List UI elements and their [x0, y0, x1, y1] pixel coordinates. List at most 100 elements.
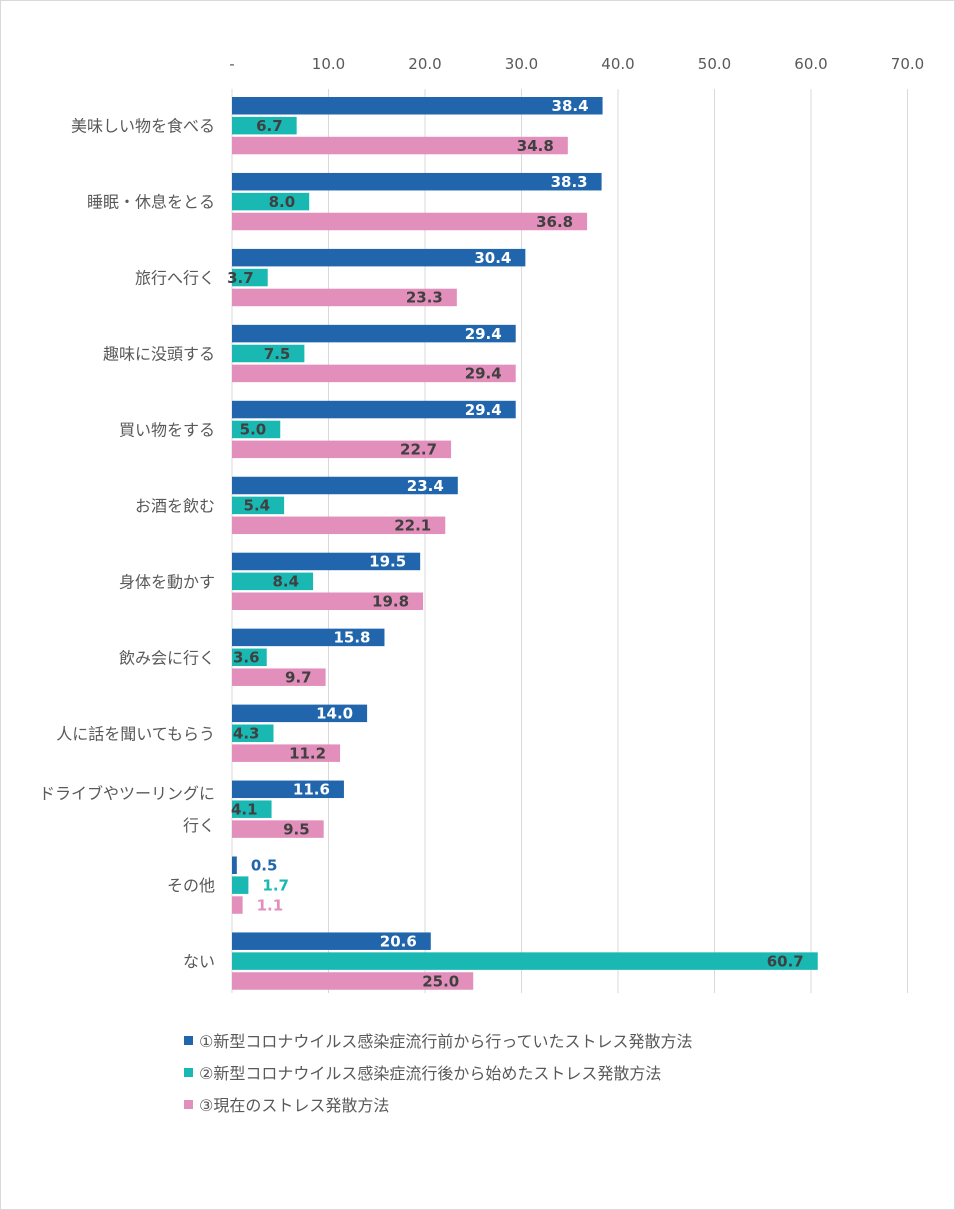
data-label: 22.1 — [394, 517, 431, 535]
legend-swatch — [184, 1036, 193, 1045]
bar — [232, 780, 344, 799]
bar — [232, 172, 602, 191]
category-label: ドライブやツーリングに — [39, 784, 215, 803]
category-label: 身体を動かす — [119, 572, 215, 591]
bar — [232, 324, 516, 343]
data-label: 9.5 — [283, 820, 310, 838]
bars — [232, 97, 818, 990]
data-label: 60.7 — [767, 952, 804, 970]
data-label: 25.0 — [422, 972, 459, 990]
bar — [232, 724, 274, 742]
data-label: 3.7 — [227, 269, 254, 287]
bar — [232, 440, 452, 459]
data-label: 3.6 — [233, 649, 260, 667]
bar — [232, 932, 431, 950]
x-tick-label: 50.0 — [698, 55, 731, 73]
data-label: 4.3 — [233, 725, 260, 743]
category-label: 旅行へ行く — [135, 269, 215, 288]
data-label: 23.3 — [406, 289, 443, 307]
data-label: 5.4 — [244, 497, 271, 515]
x-tick-label: 30.0 — [505, 55, 538, 73]
legend-label: ②新型コロナウイルス感染症流行後から始めたストレス発散方法 — [199, 1064, 661, 1083]
category-label: 人に話を聞いてもらう — [56, 724, 215, 743]
data-label: 8.4 — [272, 573, 299, 591]
data-label: 5.0 — [240, 421, 267, 439]
data-label: 11.6 — [293, 781, 330, 799]
category-label: 行く — [183, 816, 215, 835]
bar — [232, 496, 285, 515]
legend-swatch — [184, 1068, 193, 1077]
bar — [232, 592, 424, 610]
bar — [232, 268, 268, 287]
x-tick-label: 10.0 — [312, 55, 345, 73]
bar — [232, 516, 446, 535]
legend-swatch — [184, 1100, 193, 1109]
bar — [232, 344, 305, 363]
gridlines — [231, 89, 908, 993]
data-label: 29.4 — [465, 365, 502, 383]
bar — [232, 136, 568, 155]
data-label: 29.4 — [465, 401, 502, 419]
x-tick-label: 60.0 — [794, 55, 827, 73]
data-label: 23.4 — [407, 477, 444, 495]
bar — [232, 192, 310, 211]
category-label: 買い物をする — [119, 420, 215, 439]
data-label: 22.7 — [400, 441, 437, 459]
category-label: 飲み会に行く — [119, 648, 215, 667]
x-tick-label: - — [229, 55, 234, 73]
category-label: その他 — [167, 876, 215, 895]
bar — [232, 420, 281, 439]
data-label: 38.3 — [551, 173, 588, 191]
legend: ①新型コロナウイルス感染症流行前から行っていたストレス発散方法 ②新型コロナウイル… — [184, 1032, 693, 1115]
bar — [232, 97, 603, 115]
value-labels: 38.4 6.7 34.8 38.3 8.0 36.8 30.4 3.7 23.3 29.4 7.5… — [227, 97, 804, 990]
bar — [232, 648, 267, 667]
x-tick-label: 40.0 — [601, 55, 634, 73]
bar — [232, 288, 457, 307]
legend-label: ①新型コロナウイルス感染症流行前から行っていたストレス発散方法 — [199, 1032, 693, 1051]
bar — [232, 704, 368, 723]
data-label: 9.7 — [285, 668, 312, 686]
bar — [232, 820, 324, 838]
bar — [232, 668, 326, 686]
data-label: 30.4 — [474, 249, 511, 267]
data-label: 19.5 — [369, 553, 406, 571]
bar — [232, 212, 588, 231]
data-label: 29.4 — [465, 325, 502, 343]
bar — [232, 364, 516, 383]
data-label: 4.1 — [231, 800, 258, 818]
data-label: 6.7 — [256, 117, 283, 135]
category-label: お酒を飲む — [135, 496, 215, 515]
x-axis-ticks: - 10.0 20.0 30.0 40.0 50.0 60.0 70.0 — [229, 55, 924, 73]
category-label: 美味しい物を食べる — [71, 117, 215, 136]
legend-label: ③現在のストレス発散方法 — [199, 1096, 389, 1115]
data-label: 20.6 — [380, 932, 417, 950]
bar — [232, 248, 526, 267]
category-labels: 美味しい物を食べる睡眠・休息をとる旅行へ行く趣味に没頭する買い物をするお酒を飲む… — [39, 117, 215, 971]
bar — [232, 400, 516, 419]
data-label: 14.0 — [316, 705, 353, 723]
data-label: 8.0 — [269, 193, 296, 211]
bar — [232, 572, 314, 591]
bar — [232, 896, 243, 914]
category-label: ない — [183, 952, 215, 971]
bar — [232, 116, 297, 135]
data-label: 34.8 — [517, 137, 554, 155]
category-label: 睡眠・休息をとる — [87, 193, 215, 212]
data-label: 38.4 — [552, 97, 589, 115]
bar — [232, 552, 421, 571]
data-label: 0.5 — [251, 857, 278, 875]
data-label: 1.1 — [257, 896, 284, 914]
bar — [232, 744, 341, 762]
bar — [232, 856, 237, 874]
bar — [232, 952, 818, 970]
bar — [232, 972, 474, 990]
bar — [232, 876, 249, 894]
data-label: 11.2 — [289, 744, 326, 762]
bar — [232, 800, 272, 818]
data-label: 19.8 — [372, 593, 409, 611]
data-label: 1.7 — [262, 876, 289, 894]
data-label: 15.8 — [333, 629, 370, 647]
